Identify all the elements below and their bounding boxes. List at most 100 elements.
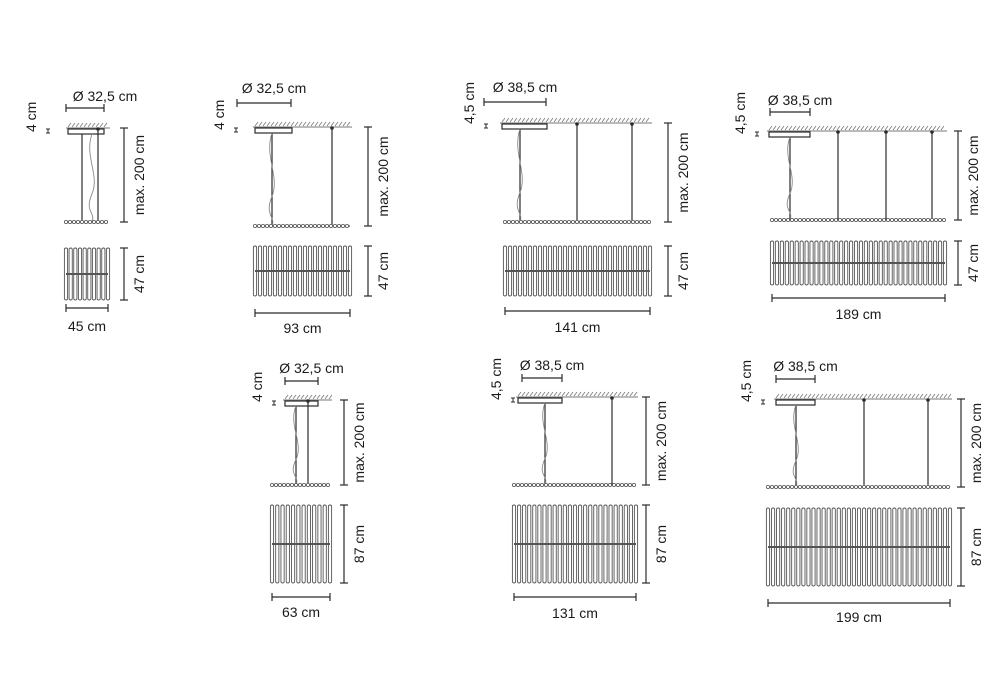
ceiling-hatch — [282, 121, 287, 127]
rod-section — [818, 484, 823, 489]
ceiling-hatch — [541, 117, 546, 123]
ceiling-hatch — [803, 393, 808, 399]
ceiling-hatch — [907, 393, 912, 399]
max-drop-label: max. 200 cm — [968, 403, 984, 483]
rod-section — [778, 484, 783, 489]
rod-section — [846, 217, 851, 222]
width-label: 199 cm — [836, 609, 882, 625]
rod-section — [264, 223, 269, 228]
rod-section — [858, 484, 863, 489]
ceiling-hatch — [871, 393, 876, 399]
rod-section — [814, 217, 819, 222]
lamp-variant-6: Ø 38,5 cm 4,5 cm max. 200 cm 87 cm 131 cm — [488, 357, 669, 621]
rod-section — [632, 482, 637, 487]
rod-section — [774, 217, 779, 222]
ceiling-hatch — [876, 125, 881, 131]
ceiling-hatch — [856, 125, 861, 131]
ceiling-hatch — [302, 121, 307, 127]
ceiling-hatch — [322, 121, 327, 127]
ceiling-hatch — [840, 125, 845, 131]
cable-anchor — [862, 398, 866, 402]
rod-section — [926, 484, 931, 489]
ceiling-hatch — [892, 125, 897, 131]
ceiling-hatch — [326, 121, 331, 127]
ceiling-hatch — [330, 121, 335, 127]
ceiling-hatch — [294, 121, 299, 127]
rod-section — [260, 223, 265, 228]
rod-section — [766, 484, 771, 489]
height-label: 47 cm — [965, 244, 981, 282]
rod-section — [280, 223, 285, 228]
rod-section — [914, 484, 919, 489]
rod-section — [942, 484, 947, 489]
ceiling-hatch — [565, 391, 570, 397]
ceiling-hatch — [537, 391, 542, 397]
rod-section — [830, 484, 835, 489]
ceiling-hatch — [888, 125, 893, 131]
rod-section — [790, 217, 795, 222]
ceiling-hatch — [597, 117, 602, 123]
rod-section — [312, 223, 317, 228]
ceiling-hatch — [884, 125, 889, 131]
rod-section — [926, 217, 931, 222]
ceiling-hatch — [501, 117, 506, 123]
rod-section — [548, 482, 553, 487]
ceiling-hatch — [338, 121, 343, 127]
rod-section — [643, 219, 648, 224]
rod-section — [288, 223, 293, 228]
lamp-variant-7: Ø 38,5 cm 4,5 cm max. 200 cm 87 cm 199 cm — [738, 358, 984, 625]
ceiling-hatch — [939, 393, 944, 399]
ceiling-hatch — [804, 125, 809, 131]
ceiling-hatch — [943, 393, 948, 399]
rod-section — [631, 219, 636, 224]
ceiling-hatch — [288, 394, 293, 400]
ceiling-hatch — [835, 393, 840, 399]
rod-section — [328, 223, 333, 228]
rod-section — [886, 217, 891, 222]
canopy-height-label: 4,5 cm — [738, 360, 754, 402]
ceiling-hatch — [609, 117, 614, 123]
rod-section — [284, 223, 289, 228]
rod-section — [822, 217, 827, 222]
rod-section — [794, 484, 799, 489]
ceiling-hatch — [633, 117, 638, 123]
ceiling-hatch — [310, 121, 315, 127]
ceiling-hatch — [589, 391, 594, 397]
rod-section — [512, 482, 517, 487]
cable-anchor — [330, 126, 334, 130]
rod-section — [276, 223, 281, 228]
ceiling-hatch — [581, 391, 586, 397]
ceiling-hatch — [812, 125, 817, 131]
ceiling-hatch — [784, 125, 789, 131]
ceiling-hatch — [775, 393, 780, 399]
diameter-label: Ø 32,5 cm — [279, 360, 344, 376]
ceiling-hatch — [593, 391, 598, 397]
ceiling-hatch — [617, 391, 622, 397]
ceiling-hatch — [879, 393, 884, 399]
rod-section — [898, 484, 903, 489]
rod-section — [256, 223, 261, 228]
rod-section — [834, 484, 839, 489]
ceiling-hatch — [605, 391, 610, 397]
cable-anchor — [575, 122, 579, 126]
rod-section — [862, 217, 867, 222]
rod-section — [309, 482, 314, 487]
rod-section — [572, 482, 577, 487]
rod-section — [930, 484, 935, 489]
rod-section — [563, 219, 568, 224]
rod-section — [600, 482, 605, 487]
ceiling-hatch — [545, 391, 550, 397]
ceiling-hatch — [843, 393, 848, 399]
width-label: 93 cm — [283, 320, 321, 336]
ceiling-hatch — [629, 117, 634, 123]
rod-section — [782, 217, 787, 222]
rod-section — [890, 484, 895, 489]
rod-section — [834, 217, 839, 222]
height-label: 47 cm — [375, 252, 391, 290]
rod-section — [874, 217, 879, 222]
rod-section — [104, 219, 109, 224]
ceiling-hatch — [768, 125, 773, 131]
rod-section — [332, 223, 337, 228]
ceiling-hatch — [573, 391, 578, 397]
ceiling-hatch — [844, 125, 849, 131]
